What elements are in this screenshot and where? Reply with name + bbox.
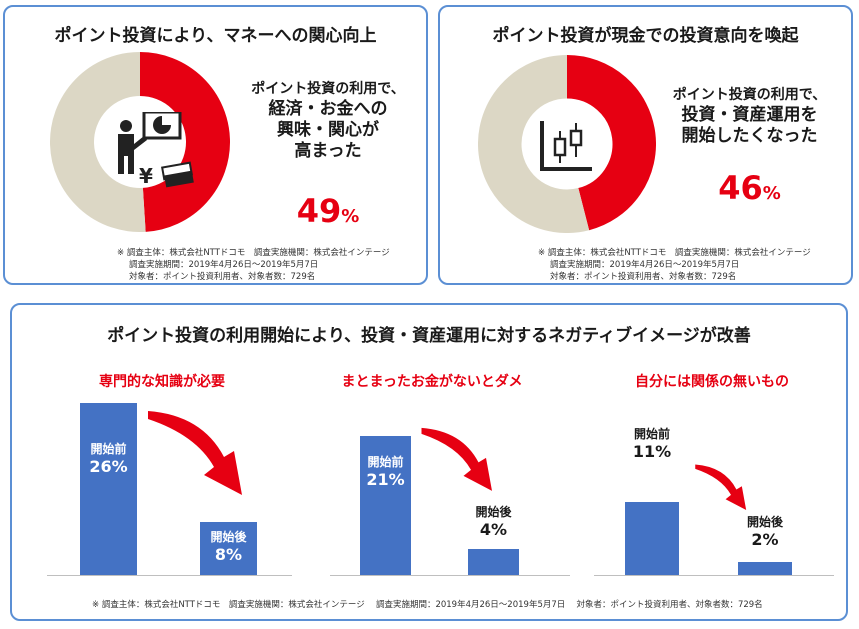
donut-label-sub: ポイント投資の利用で、 [672,87,827,103]
donut-slice-highlight [139,52,230,232]
donut-label-line: 高まった [294,141,362,161]
percent-value: 49% [296,192,360,230]
candlestick-chart-icon [540,121,592,171]
bar-before [625,502,679,575]
bar-chart-title: 専門的な知識が必要 [99,374,225,390]
donut-slice-rest [478,55,590,233]
bar-chart-title: 自分には関係の無いもの [635,374,789,390]
bar-label-before: 開始前 11% [632,427,672,461]
donut-label: ポイント投資の利用で、 投資・資産運用を 開始したくなった [652,87,847,147]
panel-title: ポイント投資が現金での投資意向を喚起 [492,26,799,46]
bar-chart-title: まとまったお金がないとダメ [341,374,523,390]
decrease-arrow-icon [148,411,242,495]
donut-slice-rest [50,52,146,232]
bar-baseline [594,575,834,576]
panel-title: ポイント投資により、マネーへの関心向上 [54,26,377,46]
donut-label-line: 経済・お金への [268,98,388,119]
bar-label-before: 開始前 21% [366,455,405,489]
survey-note: ※ 調査主体：株式会社NTTドコモ 調査実施機関：株式会社インテージ 調査実施期… [117,248,390,282]
svg-text:¥: ¥ [139,164,153,188]
negative-image-panel: ポイント投資の利用開始により、投資・資産運用に対するネガティブイメージが改善 専… [10,303,848,621]
bar-before [80,403,137,575]
presenter-chart-icon [118,112,182,174]
bar-baseline [47,575,292,576]
donut-label-line: 興味・関心が [277,119,379,140]
bar-after [200,522,257,575]
donut-slice-highlight [566,55,656,231]
bar-before [360,436,411,575]
donut-label: ポイント投資の利用で、 経済・お金への 興味・関心が 高まった [233,81,423,162]
panel-title: ポイント投資の利用開始により、投資・資産運用に対するネガティブイメージが改善 [107,326,751,346]
donut-chart [50,52,230,232]
interest-panel: ポイント投資により、マネーへの関心向上 ¥ ポイント投資の利用で、 経済・お金へ… [3,5,428,285]
survey-note: ※ 調査主体：株式会社NTTドコモ 調査実施機関：株式会社インテージ 調査実施期… [92,600,763,610]
bar-label-after: 開始後 2% [746,515,783,549]
donut-chart [478,55,656,233]
percent-value: 46% [718,169,781,207]
bar-label-after: 開始後 8% [210,530,247,564]
donut-label-sub: ポイント投資の利用で、 [251,81,405,97]
donut-label-line: 投資・資産運用を [681,104,818,125]
bar-label-after: 開始後 4% [475,505,512,539]
bar-after [468,548,519,575]
yen-money-icon: ¥ [139,161,194,188]
survey-note: ※ 調査主体：株式会社NTTドコモ 調査実施機関：株式会社インテージ 調査実施期… [538,248,811,282]
decrease-arrow-icon [695,464,747,511]
donut-label-line: 開始したくなった [681,125,818,146]
bar-after [738,561,792,575]
bar-baseline [330,575,570,576]
investment-intent-panel: ポイント投資が現金での投資意向を喚起 ポイント投資の利用で、 投資・資産運用を … [438,5,853,285]
decrease-arrow-icon [421,427,492,491]
bar-label-before: 開始前 26% [89,442,128,476]
